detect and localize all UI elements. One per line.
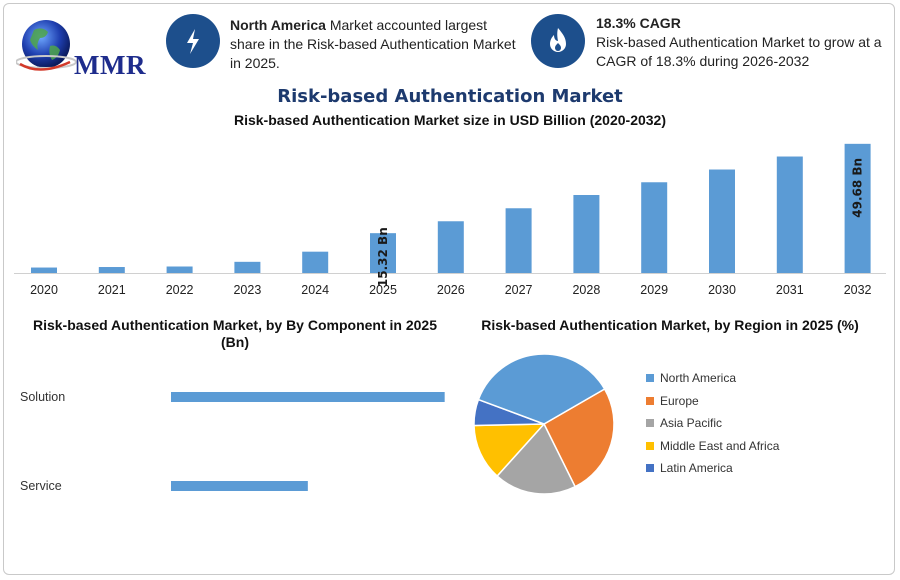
x-tick-label: 2028 — [572, 283, 600, 297]
bar-2031 — [776, 156, 803, 273]
bar-2021 — [98, 267, 125, 273]
legend-label: Europe — [660, 393, 699, 408]
legend-label: Asia Pacific — [660, 416, 723, 430]
chart-main-title: Risk-based Authentication Market — [277, 86, 623, 107]
bar-2032 — [844, 143, 871, 273]
x-tick-label: 2021 — [98, 283, 126, 297]
pie-slice-middle-east-and-africa — [473, 423, 546, 478]
category-label: Service — [20, 479, 62, 493]
hbar-solution — [171, 392, 445, 402]
category-label: Solution — [20, 390, 65, 404]
x-tick-label: 2032 — [844, 283, 872, 297]
info-right-body: Risk-based Authentication Market to grow… — [596, 34, 882, 69]
x-tick-label: 2026 — [437, 283, 465, 297]
component-chart-title: Risk-based Authentication Market, by By … — [32, 317, 437, 350]
x-tick-label: 2029 — [640, 283, 668, 297]
bar-2030 — [709, 169, 735, 273]
info-left-text: North America Market accounted largest s… — [230, 16, 525, 73]
flame-icon — [531, 14, 585, 68]
x-tick-label: 2024 — [301, 283, 329, 297]
bar-2024 — [302, 251, 329, 273]
legend-swatch — [646, 374, 654, 382]
chart-subtitle: Risk-based Authentication Market size in… — [233, 112, 667, 128]
logo-text: MMR — [74, 50, 146, 80]
lightning-icon — [166, 14, 220, 68]
hbar-service — [171, 481, 308, 491]
page-frame — [3, 3, 895, 575]
globe-icon — [15, 20, 77, 71]
legend-label: Latin America — [660, 461, 733, 475]
bar-2025 — [370, 233, 396, 273]
x-tick-label: 2025 — [369, 283, 397, 297]
legend-swatch — [646, 396, 654, 405]
bar-2020 — [31, 267, 57, 273]
bar-2022 — [166, 266, 193, 273]
legend-label: Middle East and Africa — [660, 438, 780, 453]
pie-slice-europe — [543, 387, 615, 488]
info-right-bold: 18.3% CAGR — [596, 15, 681, 31]
x-tick-label: 2023 — [233, 283, 261, 297]
bar-2026 — [437, 221, 464, 273]
info-right-text: 18.3% CAGR Risk-based Authentication Mar… — [596, 14, 891, 71]
legend-swatch — [646, 441, 654, 450]
info-left-body: Market accounted largest share in the Ri… — [230, 17, 516, 71]
info-left-bold: North America — [230, 17, 326, 33]
legend-swatch — [646, 464, 654, 472]
region-chart-title: Risk-based Authentication Market, by Reg… — [481, 317, 859, 333]
x-tick-label: 2022 — [166, 283, 194, 297]
x-tick-label: 2031 — [776, 283, 804, 297]
data-label: 15.32 Bn — [376, 227, 390, 287]
x-tick-label: 2020 — [30, 283, 58, 297]
bar-2023 — [234, 261, 261, 273]
legend-label: North America — [660, 371, 737, 385]
bar-2029 — [641, 182, 668, 273]
legend-swatch — [646, 419, 654, 427]
x-tick-label: 2030 — [708, 283, 736, 297]
bar-2027 — [505, 208, 532, 273]
x-tick-label: 2027 — [505, 283, 533, 297]
pie-slice-north-america — [477, 353, 606, 425]
bar-2028 — [573, 195, 600, 273]
mmr-logo: MMR — [15, 16, 145, 80]
pie-slice-asia-pacific — [496, 422, 577, 495]
data-label: 49.68 Bn — [851, 158, 865, 218]
